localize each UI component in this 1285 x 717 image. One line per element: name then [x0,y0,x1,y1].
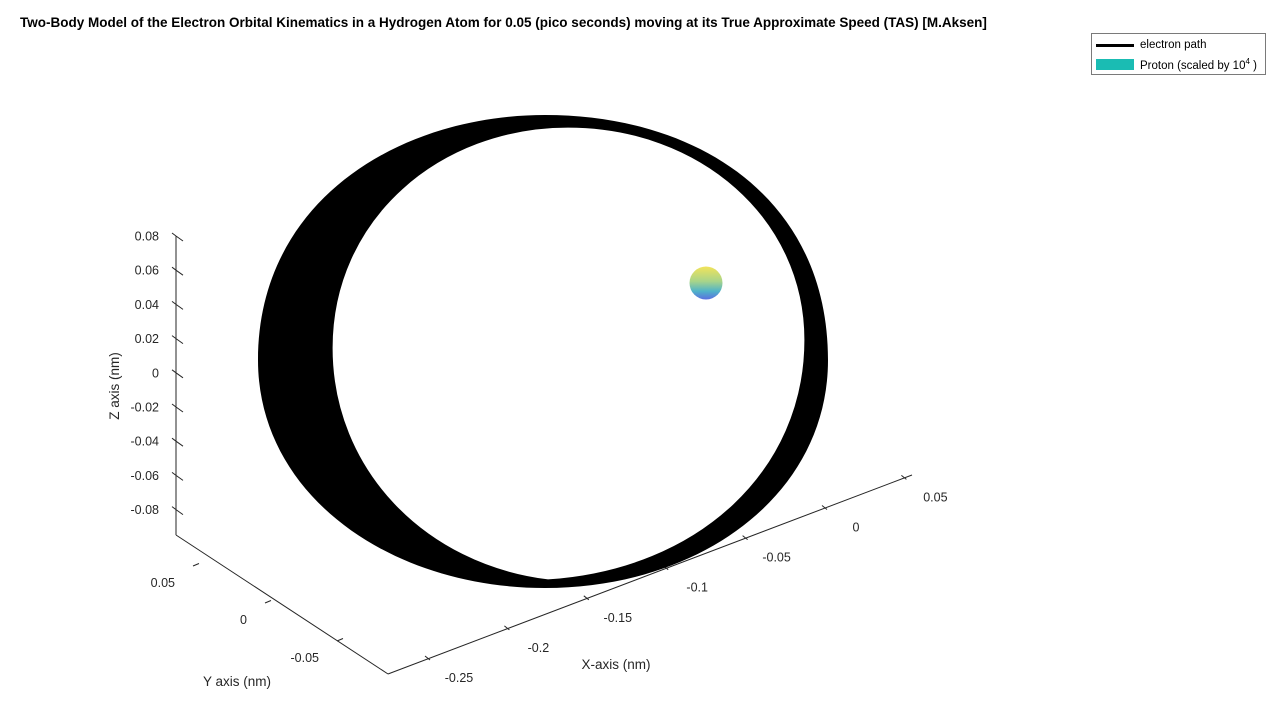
x-tick-label: 0 [853,521,860,535]
legend-label-proton-suffix: ) [1249,59,1257,72]
y-tick-mark [192,563,200,567]
z-tick-mark [171,471,177,476]
y-tick-label: -0.05 [291,651,320,665]
z-tick-label: 0.06 [135,264,159,278]
x-tick-mark [901,475,907,480]
z-tick-mark [171,437,177,442]
z-tick-mark-inner [175,303,184,310]
z-axis-ticks: 0.08 0.06 0.04 0.02 0 -0.02 -0.04 -0.06 -0.08 [131,230,184,517]
z-tick-label: -0.04 [131,435,160,449]
electron-path-inner-edge [331,126,806,581]
y-tick-label: 0.05 [151,576,175,590]
z-tick-mark-inner [175,235,184,242]
x-axis-ticks: -0.25 -0.2 -0.15 -0.1 -0.05 0 0.05 [424,475,948,685]
y-axis-line [175,534,389,675]
z-tick-mark [171,266,177,271]
legend-patch-swatch [1096,58,1134,70]
z-tick-mark [171,335,177,340]
x-tick-label: -0.2 [528,641,550,655]
z-tick-label: 0.04 [135,298,159,312]
z-tick-mark-inner [175,509,184,516]
y-tick-mark [336,638,344,642]
x-tick-mark [583,595,590,601]
legend-item-proton: Proton (scaled by 104 ) [1096,56,1257,72]
chart-title: Two-Body Model of the Electron Orbital K… [20,15,987,30]
z-tick-mark-inner [175,474,184,481]
electron-path-band [258,115,828,588]
z-tick-mark [171,369,177,374]
z-tick-mark [171,300,177,305]
z-tick-label: 0.08 [135,230,159,244]
y-tick-mark [264,600,272,604]
legend-label-proton-text: Proton (scaled by 10 [1140,59,1246,72]
x-tick-label: -0.15 [604,611,633,625]
x-tick-mark [821,505,828,510]
z-tick-label: 0.02 [135,332,159,346]
x-axis-label: X-axis (nm) [581,657,650,672]
z-tick-mark [171,232,177,237]
y-tick-label: 0 [240,613,247,627]
z-tick-mark [171,506,177,511]
legend-line-swatch [1096,43,1134,47]
legend-label-proton-superscript: 4 [1245,56,1250,66]
z-tick-mark-inner [175,372,184,379]
legend-label-proton: Proton (scaled by 104 ) [1140,57,1257,72]
legend-item-electron-path: electron path [1096,37,1207,53]
y-axis-ticks: -0.05 0 0.05 [151,563,344,665]
z-tick-label: -0.06 [131,469,160,483]
x-tick-label: -0.05 [762,551,791,565]
x-tick-label: -0.25 [445,671,474,685]
z-tick-mark-inner [175,440,184,447]
z-tick-mark-inner [175,338,184,345]
x-tick-label: 0.05 [923,490,947,504]
y-axis-label: Y axis (nm) [203,674,271,689]
x-tick-mark [424,655,431,661]
legend: electron path Proton (scaled by 104 ) [1091,33,1266,75]
proton-sphere [689,266,723,300]
z-tick-label: 0 [152,366,159,380]
z-tick-label: -0.08 [131,503,160,517]
x-tick-label: -0.1 [686,581,708,595]
legend-label-electron-path: electron path [1140,39,1207,51]
x-tick-mark [742,535,748,540]
z-tick-label: -0.02 [131,401,160,415]
z-tick-mark-inner [175,406,184,413]
z-tick-mark-inner [175,269,184,276]
x-tick-mark [504,625,510,631]
z-tick-mark [171,403,177,408]
z-axis-label: Z axis (nm) [107,352,122,420]
